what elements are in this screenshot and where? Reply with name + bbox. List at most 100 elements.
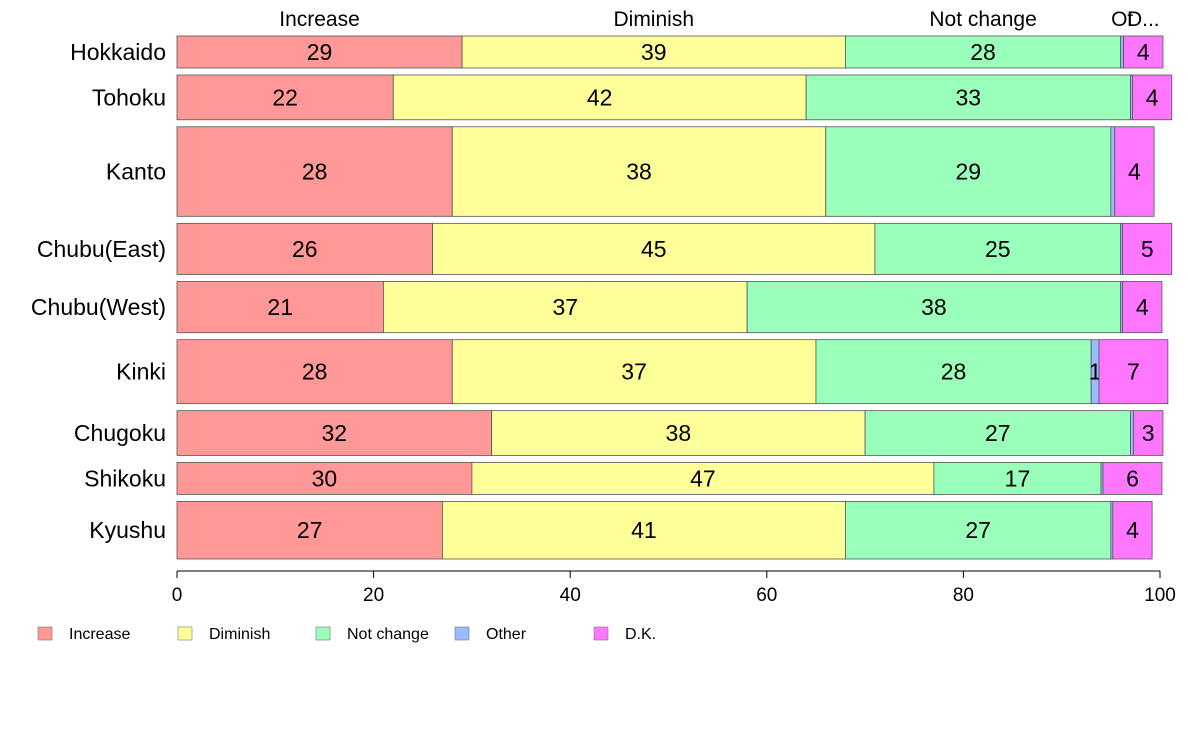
- data-label-kyushu-increase: 27: [297, 517, 323, 543]
- bar-chubu-east-d-k: [1122, 222, 1173, 275]
- bar-kanto-other: [1110, 126, 1116, 217]
- legend-swatch-not-change: [315, 626, 331, 641]
- bar-tohoku-d-k: [1132, 74, 1173, 121]
- y-label-kanto: Kanto: [106, 159, 166, 185]
- legend-label-d-k: D.K.: [625, 626, 656, 643]
- header-label-diminish: Diminish: [613, 8, 694, 31]
- legend: Increase Diminish Not change Other D.K.: [37, 626, 656, 643]
- header-label-not-change: Not change: [929, 8, 1036, 31]
- bar-kanto-d-k: [1114, 126, 1155, 217]
- x-tick-label-0: 0: [172, 585, 183, 606]
- data-label-kinki-increase: 28: [302, 359, 328, 385]
- legend-swatch-other: [454, 626, 470, 641]
- bar-kinki-increase: [176, 339, 453, 405]
- bar-chubu-west-diminish: [383, 281, 748, 334]
- bar-kyushu-increase: [176, 501, 443, 560]
- bar-kyushu-d-k: [1112, 501, 1153, 560]
- bar-kinki-d-k: [1098, 339, 1169, 405]
- x-axis: 0 20 40 60 80 100: [172, 570, 1176, 606]
- data-label-shikoku-diminish: 47: [690, 465, 716, 491]
- data-label-chugoku-increase: 32: [321, 420, 347, 446]
- header-label-increase: Increase: [279, 8, 360, 31]
- bar-kanto-diminish: [451, 126, 827, 217]
- bar-hokkaido-other: [1120, 35, 1125, 69]
- bar-tohoku-not-change: [805, 74, 1131, 121]
- bar-chubu-east-increase: [176, 222, 433, 275]
- data-label-hokkaido-diminish: 39: [641, 39, 667, 65]
- bar-chubu-west-not-change: [746, 281, 1122, 334]
- y-label-chubu-west: Chubu(West): [31, 294, 166, 320]
- legend-swatch-increase: [37, 626, 53, 641]
- data-label-chugoku-d-k: 3: [1142, 420, 1155, 446]
- y-label-chugoku: Chugoku: [74, 420, 166, 446]
- data-label-kanto-not-change: 29: [956, 159, 982, 185]
- bar-hokkaido-d-k: [1123, 35, 1164, 69]
- legend-label-not-change: Not change: [347, 626, 429, 643]
- bar-chubu-west-d-k: [1122, 281, 1163, 334]
- bar-tohoku-increase: [176, 74, 394, 121]
- data-label-chubu-east-increase: 26: [292, 236, 318, 262]
- data-label-hokkaido-increase: 29: [307, 39, 333, 65]
- data-label-kinki-diminish: 37: [621, 359, 647, 385]
- data-label-tohoku-increase: 22: [272, 84, 298, 110]
- bar-chugoku-not-change: [864, 410, 1131, 456]
- y-label-shikoku: Shikoku: [84, 465, 166, 491]
- x-tick-label-80: 80: [953, 585, 974, 606]
- data-label-chugoku-diminish: 38: [666, 420, 692, 446]
- data-label-kyushu-not-change: 27: [965, 517, 991, 543]
- bar-kinki-diminish: [451, 339, 817, 405]
- data-label-kanto-increase: 28: [302, 159, 328, 185]
- data-label-chugoku-not-change: 27: [985, 420, 1011, 446]
- y-label-hokkaido: Hokkaido: [70, 39, 166, 65]
- data-label-kyushu-diminish: 41: [631, 517, 657, 543]
- data-label-kanto-d-k: 4: [1128, 159, 1141, 185]
- data-label-kinki-other: 1: [1089, 359, 1102, 385]
- y-label-kyushu: Kyushu: [89, 517, 166, 543]
- data-label-chubu-west-d-k: 4: [1136, 294, 1149, 320]
- data-label-tohoku-not-change: 33: [956, 84, 982, 110]
- bar-hokkaido-diminish: [461, 35, 846, 69]
- data-label-hokkaido-not-change: 28: [970, 39, 996, 65]
- x-tick-label-60: 60: [756, 585, 777, 606]
- data-label-chubu-west-increase: 21: [267, 294, 293, 320]
- bar-kinki-not-change: [815, 339, 1092, 405]
- legend-swatch-d-k: [593, 626, 609, 641]
- data-label-kinki-d-k: 7: [1127, 359, 1140, 385]
- bar-chubu-east-not-change: [874, 222, 1122, 275]
- x-tick-label-40: 40: [560, 585, 581, 606]
- bar-chugoku-other: [1130, 410, 1134, 456]
- bar-kyushu-diminish: [442, 501, 846, 560]
- bars-area: 29 39 28 422 42 33 428 38 29 426 45 25 521 37 38 428 37 2…: [176, 35, 1173, 560]
- legend-label-other: Other: [486, 626, 527, 643]
- data-label-chubu-east-diminish: 45: [641, 236, 667, 262]
- bar-chugoku-d-k: [1133, 410, 1164, 456]
- legend-swatch-diminish: [177, 626, 193, 641]
- data-label-kyushu-d-k: 4: [1126, 517, 1139, 543]
- bar-shikoku-diminish: [471, 462, 935, 495]
- x-tick-label-20: 20: [363, 585, 384, 606]
- data-label-shikoku-not-change: 17: [1005, 465, 1031, 491]
- legend-label-diminish: Diminish: [209, 626, 270, 643]
- data-label-hokkaido-d-k: 4: [1137, 39, 1150, 65]
- header-label-d-k: D...: [1127, 8, 1160, 31]
- x-tick-label-100: 100: [1144, 585, 1176, 606]
- legend-label-increase: Increase: [69, 626, 130, 643]
- bar-chubu-east-diminish: [432, 222, 876, 275]
- y-label-kinki: Kinki: [116, 359, 166, 385]
- bar-tohoku-diminish: [392, 74, 807, 121]
- data-label-chubu-west-not-change: 38: [921, 294, 947, 320]
- data-label-chubu-east-not-change: 25: [985, 236, 1011, 262]
- data-label-chubu-west-diminish: 37: [552, 294, 578, 320]
- y-axis-labels: Hokkaido Tohoku Kanto Chubu(East) Chubu(West…: [31, 39, 166, 543]
- y-label-tohoku: Tohoku: [92, 84, 166, 110]
- bar-chugoku-diminish: [491, 410, 866, 456]
- bar-shikoku-increase: [176, 462, 473, 495]
- y-label-chubu-east: Chubu(East): [37, 236, 166, 262]
- bar-chubu-west-increase: [176, 281, 384, 334]
- data-label-tohoku-diminish: 42: [587, 84, 613, 110]
- header-label-other: Ot: [1111, 8, 1133, 31]
- data-label-kinki-not-change: 28: [941, 359, 967, 385]
- data-label-chubu-east-d-k: 5: [1141, 236, 1154, 262]
- bar-kyushu-not-change: [845, 501, 1112, 560]
